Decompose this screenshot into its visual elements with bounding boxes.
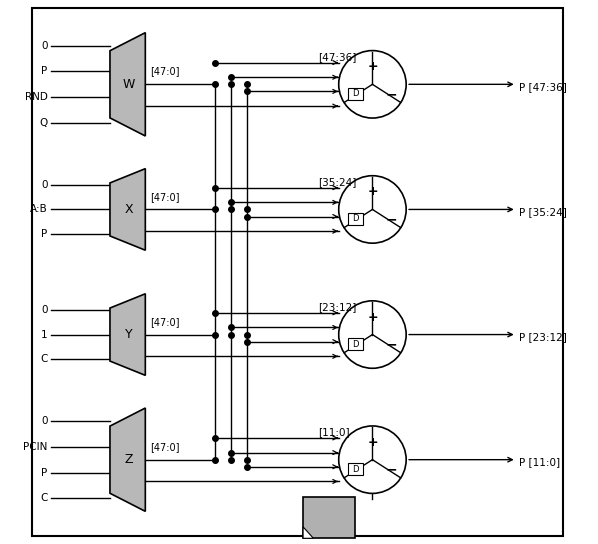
Text: +: + xyxy=(367,436,378,449)
Text: [35:24]: [35:24] xyxy=(318,177,356,187)
Text: P [23:12]: P [23:12] xyxy=(519,332,567,342)
Circle shape xyxy=(338,301,406,368)
Text: −: − xyxy=(385,463,397,477)
Text: +: + xyxy=(367,60,378,73)
Text: +: + xyxy=(367,186,378,199)
Text: C: C xyxy=(40,493,48,503)
Text: D: D xyxy=(352,89,359,98)
Polygon shape xyxy=(303,527,313,539)
Text: [47:0]: [47:0] xyxy=(150,66,179,77)
Text: [47:0]: [47:0] xyxy=(150,317,179,327)
Text: [11:0]: [11:0] xyxy=(318,427,350,437)
Text: 0: 0 xyxy=(41,305,48,315)
Text: −: − xyxy=(385,88,397,101)
FancyBboxPatch shape xyxy=(349,463,362,475)
Text: −: − xyxy=(385,213,397,226)
Text: Q: Q xyxy=(39,118,48,128)
Circle shape xyxy=(338,51,406,118)
Text: [23:12]: [23:12] xyxy=(318,302,356,312)
Text: D: D xyxy=(352,339,359,349)
Text: P [35:24]: P [35:24] xyxy=(519,207,567,217)
FancyBboxPatch shape xyxy=(349,88,362,100)
Text: P [11:0]: P [11:0] xyxy=(519,458,560,467)
Text: +: + xyxy=(367,311,378,324)
Text: [47:36]: [47:36] xyxy=(318,52,356,62)
Text: 0: 0 xyxy=(41,180,48,190)
Text: RND: RND xyxy=(25,92,48,102)
Polygon shape xyxy=(110,294,145,375)
Text: P [47:36]: P [47:36] xyxy=(519,82,567,92)
Text: P: P xyxy=(41,229,48,239)
FancyBboxPatch shape xyxy=(349,338,362,350)
Text: [47:0]: [47:0] xyxy=(150,442,179,452)
Text: X: X xyxy=(124,203,133,216)
Text: [47:0]: [47:0] xyxy=(150,191,179,202)
Polygon shape xyxy=(110,408,145,511)
Text: P: P xyxy=(41,66,48,76)
Text: 0: 0 xyxy=(41,41,48,51)
Text: P: P xyxy=(41,468,48,478)
Text: −: − xyxy=(385,338,397,351)
Circle shape xyxy=(338,176,406,243)
Text: D: D xyxy=(352,214,359,224)
Text: PCIN: PCIN xyxy=(23,442,48,452)
Text: A:B: A:B xyxy=(30,205,48,214)
Text: Y: Y xyxy=(125,328,133,341)
Polygon shape xyxy=(110,169,145,250)
Text: 0: 0 xyxy=(41,416,48,426)
Text: Z: Z xyxy=(124,453,133,466)
Polygon shape xyxy=(110,33,145,136)
Text: W: W xyxy=(123,78,135,91)
Circle shape xyxy=(338,426,406,493)
FancyBboxPatch shape xyxy=(303,497,355,539)
Text: D: D xyxy=(352,465,359,474)
FancyBboxPatch shape xyxy=(349,213,362,225)
Text: 1: 1 xyxy=(41,330,48,339)
Text: C: C xyxy=(40,354,48,364)
